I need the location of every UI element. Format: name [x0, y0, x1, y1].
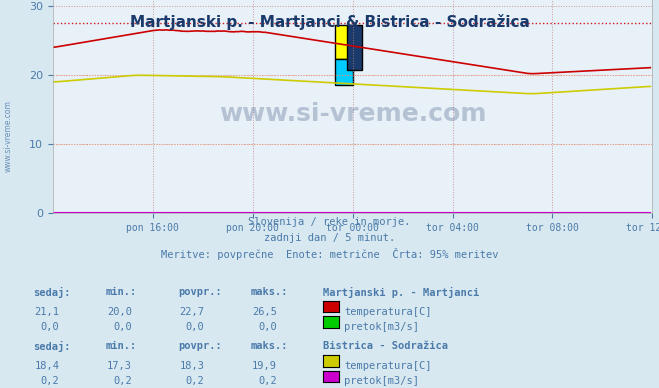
- Text: temperatura[C]: temperatura[C]: [344, 361, 432, 371]
- Text: 26,5: 26,5: [252, 307, 277, 317]
- Text: pretok[m3/s]: pretok[m3/s]: [344, 322, 419, 332]
- Text: temperatura[C]: temperatura[C]: [344, 307, 432, 317]
- Text: povpr.:: povpr.:: [178, 287, 221, 297]
- Text: 21,1: 21,1: [34, 307, 59, 317]
- Text: Meritve: povprečne  Enote: metrične  Črta: 95% meritev: Meritve: povprečne Enote: metrične Črta:…: [161, 248, 498, 260]
- FancyBboxPatch shape: [335, 26, 353, 59]
- Text: 19,9: 19,9: [252, 361, 277, 371]
- Text: Martjanski p. - Martjanci & Bistrica - Sodražica: Martjanski p. - Martjanci & Bistrica - S…: [130, 14, 529, 29]
- Text: 0,2: 0,2: [186, 376, 204, 386]
- Text: pretok[m3/s]: pretok[m3/s]: [344, 376, 419, 386]
- Text: 0,0: 0,0: [186, 322, 204, 332]
- Text: Bistrica - Sodražica: Bistrica - Sodražica: [323, 341, 448, 352]
- FancyBboxPatch shape: [347, 26, 362, 70]
- Text: 0,0: 0,0: [41, 322, 59, 332]
- Text: 0,2: 0,2: [113, 376, 132, 386]
- Text: maks.:: maks.:: [250, 341, 288, 352]
- Text: Martjanski p. - Martjanci: Martjanski p. - Martjanci: [323, 287, 479, 298]
- Text: povpr.:: povpr.:: [178, 341, 221, 352]
- Text: 0,0: 0,0: [258, 322, 277, 332]
- Text: 0,2: 0,2: [258, 376, 277, 386]
- Text: min.:: min.:: [105, 287, 136, 297]
- Text: zadnji dan / 5 minut.: zadnji dan / 5 minut.: [264, 233, 395, 243]
- Text: www.si-vreme.com: www.si-vreme.com: [3, 100, 13, 172]
- Text: min.:: min.:: [105, 341, 136, 352]
- Text: 17,3: 17,3: [107, 361, 132, 371]
- Text: 18,4: 18,4: [34, 361, 59, 371]
- Text: 20,0: 20,0: [107, 307, 132, 317]
- FancyBboxPatch shape: [335, 59, 353, 85]
- Text: www.si-vreme.com: www.si-vreme.com: [219, 102, 486, 126]
- Text: 18,3: 18,3: [179, 361, 204, 371]
- Text: sedaj:: sedaj:: [33, 287, 71, 298]
- Text: Slovenija / reke in morje.: Slovenija / reke in morje.: [248, 217, 411, 227]
- Text: sedaj:: sedaj:: [33, 341, 71, 352]
- Text: maks.:: maks.:: [250, 287, 288, 297]
- Text: 22,7: 22,7: [179, 307, 204, 317]
- Text: 0,0: 0,0: [113, 322, 132, 332]
- Text: 0,2: 0,2: [41, 376, 59, 386]
